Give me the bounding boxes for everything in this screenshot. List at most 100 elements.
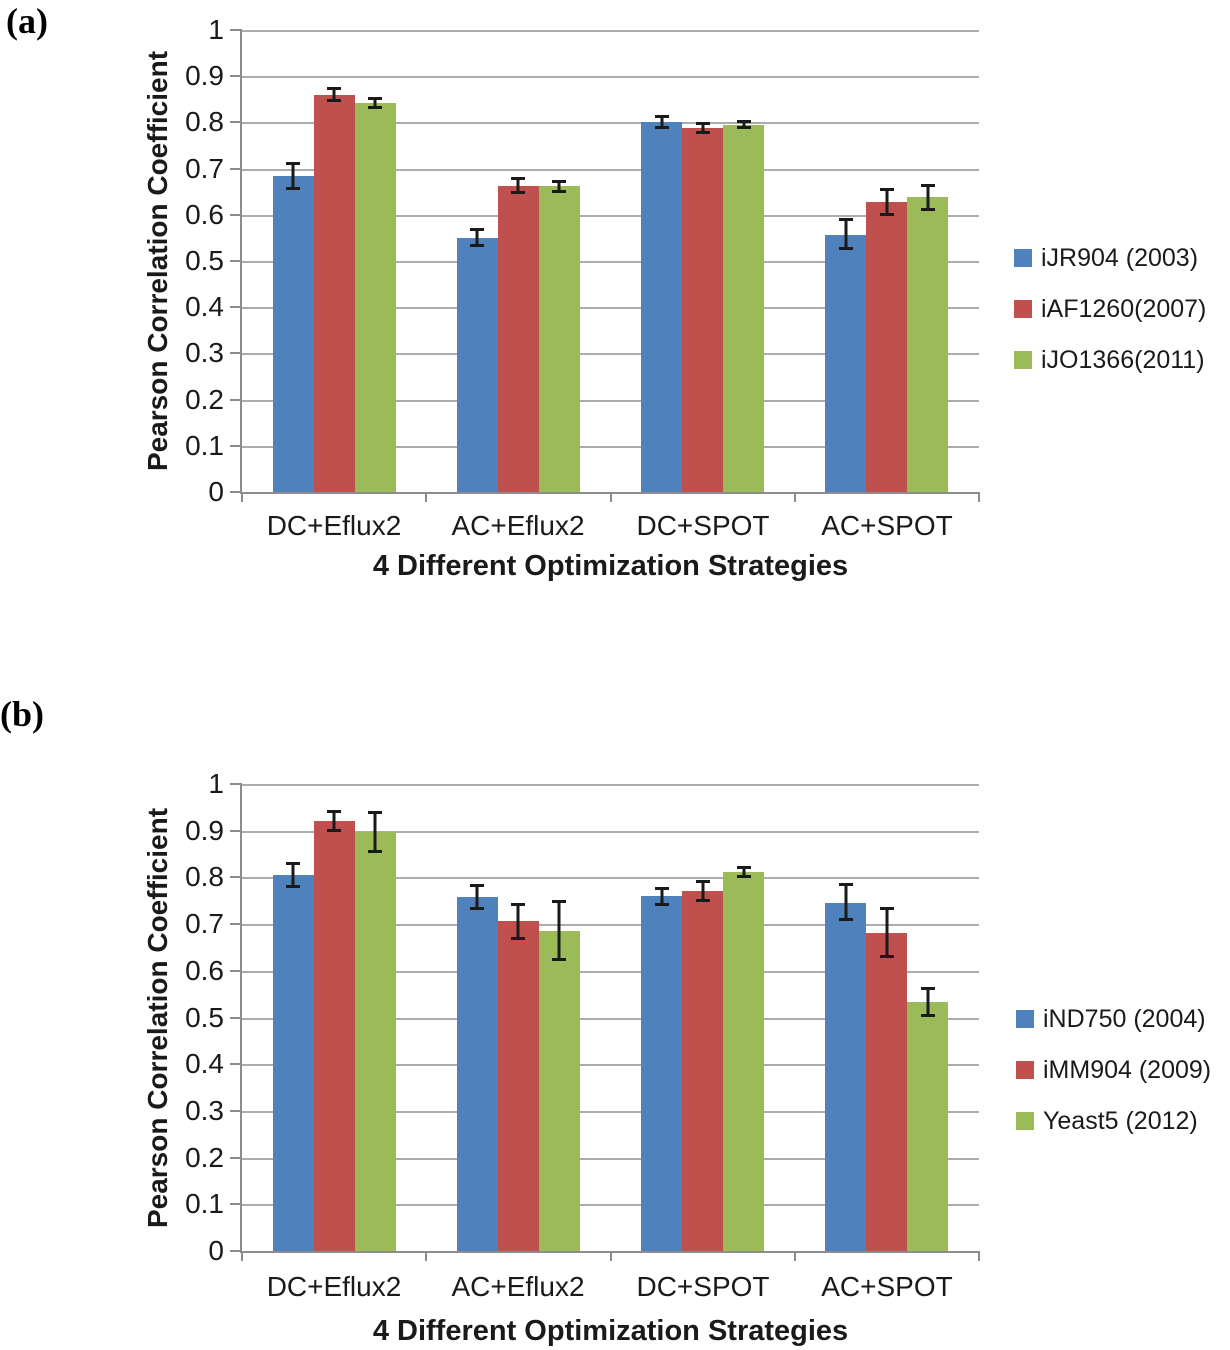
- error-bar: [552, 900, 566, 961]
- error-bar: [286, 162, 300, 190]
- y-tick-label: 0.5: [185, 1002, 224, 1033]
- error-bar-cap-top: [696, 880, 710, 883]
- y-tick-label: 1: [208, 14, 224, 45]
- error-bar-cap-top: [737, 120, 751, 123]
- y-tick-label: 0.5: [185, 245, 224, 276]
- y-tick-label: 0.4: [185, 1048, 224, 1079]
- error-bar-cap-bottom: [696, 131, 710, 134]
- category-tick: [794, 492, 796, 502]
- bar: [498, 921, 539, 1251]
- bar: [539, 186, 580, 492]
- error-bar-cap-top: [880, 907, 894, 910]
- error-bar: [470, 884, 484, 910]
- error-bar: [921, 987, 935, 1017]
- error-bar-line: [475, 884, 479, 910]
- bar: [723, 872, 764, 1251]
- category-tick: [978, 1251, 980, 1261]
- bar: [723, 125, 764, 492]
- error-bar: [696, 880, 710, 902]
- error-bar-line: [516, 177, 520, 194]
- error-bar-cap-top: [921, 987, 935, 990]
- y-axis-tick: [230, 214, 242, 216]
- error-bar-line: [516, 903, 520, 940]
- error-bar-cap-top: [880, 188, 894, 191]
- y-tick-label: 0.9: [185, 60, 224, 91]
- y-gridline: [242, 30, 979, 32]
- legend-item: iMM904 (2009): [1016, 1056, 1211, 1084]
- error-bar-cap-bottom: [286, 187, 300, 190]
- error-bar-cap-top: [327, 87, 341, 90]
- category-tick: [978, 492, 980, 502]
- error-bar-line: [742, 120, 746, 129]
- y-tick-label: 0.9: [185, 815, 224, 846]
- y-axis-tick: [230, 783, 242, 785]
- error-bar: [511, 177, 525, 194]
- error-bar: [839, 218, 853, 250]
- bar: [457, 897, 498, 1251]
- legend-swatch: [1016, 1010, 1034, 1028]
- error-bar-cap-bottom: [737, 126, 751, 129]
- error-bar-line: [660, 887, 664, 906]
- legend-item: iND750 (2004): [1016, 1004, 1206, 1033]
- y-gridline: [242, 1204, 979, 1206]
- y-gridline: [242, 76, 979, 78]
- y-tick-label: 0.7: [185, 153, 224, 184]
- error-bar-line: [844, 218, 848, 250]
- y-axis-tick: [230, 75, 242, 77]
- error-bar-line: [332, 810, 336, 832]
- y-gridline: [242, 446, 979, 448]
- error-bar: [286, 862, 300, 888]
- error-bar-cap-top: [286, 862, 300, 865]
- legend-label: iND750 (2004): [1043, 1004, 1206, 1033]
- error-bar-cap-top: [696, 122, 710, 125]
- y-gridline: [242, 1111, 979, 1113]
- error-bar: [327, 810, 341, 832]
- y-axis-tick: [230, 260, 242, 262]
- error-bar-cap-bottom: [327, 99, 341, 102]
- y-tick-label: 0: [208, 1235, 224, 1266]
- error-bar-line: [373, 811, 377, 853]
- error-bar-cap-top: [839, 218, 853, 221]
- y-gridline: [242, 353, 979, 355]
- error-bar-line: [660, 115, 664, 129]
- bar: [457, 238, 498, 492]
- x-tick-label: AC+Eflux2: [451, 510, 585, 541]
- legend-swatch: [1014, 351, 1032, 369]
- legend-item: iJR904 (2003): [1014, 244, 1198, 272]
- y-gridline: [242, 1158, 979, 1160]
- y-gridline: [242, 971, 979, 973]
- category-tick: [610, 1251, 612, 1261]
- error-bar-line: [742, 866, 746, 878]
- legend-swatch: [1016, 1112, 1034, 1130]
- bar: [314, 95, 355, 492]
- y-tick-label: 0.1: [185, 1188, 224, 1219]
- y-gridline: [242, 877, 979, 879]
- y-gridline: [242, 1018, 979, 1020]
- y-axis-tick: [230, 168, 242, 170]
- category-tick: [425, 1251, 427, 1261]
- x-axis-title: 4 Different Optimization Strategies: [372, 1315, 849, 1347]
- error-bar-line: [926, 987, 930, 1017]
- x-axis-title: 4 Different Optimization Strategies: [372, 550, 849, 582]
- y-tick-label: 0.7: [185, 908, 224, 939]
- bar: [907, 1002, 948, 1251]
- bar: [641, 122, 682, 492]
- y-gridline: [242, 924, 979, 926]
- y-axis-tick: [230, 399, 242, 401]
- legend-item: iAF1260(2007): [1014, 295, 1206, 323]
- bar: [539, 931, 580, 1251]
- error-bar-cap-top: [655, 887, 669, 890]
- error-bar-cap-bottom: [286, 885, 300, 888]
- bar: [641, 896, 682, 1251]
- y-axis-tick: [230, 1063, 242, 1065]
- y-tick-label: 0.6: [185, 199, 224, 230]
- category-tick: [241, 1251, 243, 1261]
- y-axis-tick: [230, 970, 242, 972]
- error-bar: [880, 907, 894, 958]
- legend-swatch: [1014, 300, 1032, 318]
- panel-label: (a): [6, 1, 48, 41]
- error-bar-cap-bottom: [552, 958, 566, 961]
- error-bar-line: [701, 880, 705, 902]
- y-axis-tick: [230, 445, 242, 447]
